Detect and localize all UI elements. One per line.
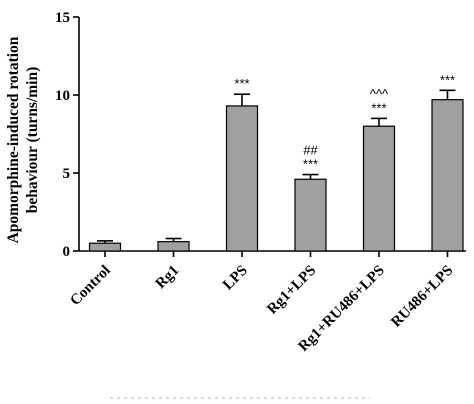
significance-label: ## <box>303 143 318 158</box>
bars: ******##***^^^*** <box>88 72 464 252</box>
bar <box>431 99 464 252</box>
y-ticks: 0 5 10 15 <box>55 10 79 260</box>
y-axis-label: Apomorphine-induced rotation behaviour (… <box>5 36 41 243</box>
y-tick-label: 0 <box>63 244 71 260</box>
y-axis-label-line2: behaviour (turns/min) <box>24 67 41 214</box>
bar <box>294 178 327 252</box>
significance-label: *** <box>234 76 249 91</box>
x-tick-label: Rg1+LPS <box>264 263 319 318</box>
significance-label: *** <box>303 157 318 172</box>
significance-label: *** <box>371 100 386 115</box>
significance-label: ^^^ <box>370 86 389 101</box>
x-tick-label: Rg1 <box>153 263 183 293</box>
bar <box>362 125 396 252</box>
x-tick-label: Control <box>67 263 113 309</box>
y-tick-label: 5 <box>63 166 71 182</box>
bar <box>157 241 190 252</box>
y-tick-label: 15 <box>55 10 70 26</box>
x-tick-label: LPS <box>220 263 251 294</box>
bar <box>88 242 122 252</box>
significance-label: *** <box>440 72 455 87</box>
x-tick-label: RU486+LPS <box>388 263 456 331</box>
y-axis-label-line1: Apomorphine-induced rotation <box>5 36 22 243</box>
y-tick-label: 10 <box>55 88 70 104</box>
bar <box>225 105 259 252</box>
